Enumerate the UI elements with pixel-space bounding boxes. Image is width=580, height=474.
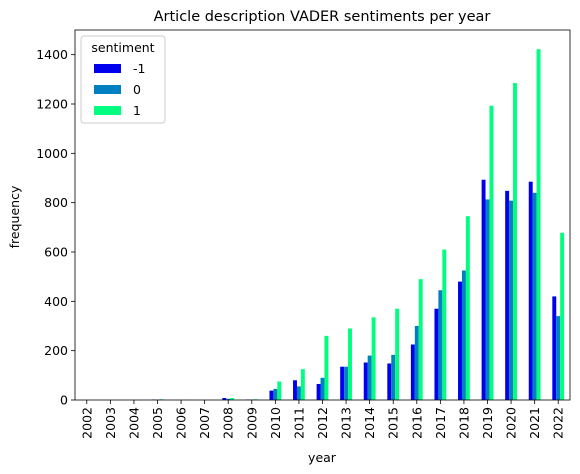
bar-2019-series-0 [481, 179, 486, 400]
x-tick-label-2009: 2009 [244, 407, 259, 439]
legend-label-1: 0 [133, 82, 141, 97]
bar-2013-series-2 [348, 328, 352, 400]
bar-2017-series-0 [434, 308, 439, 400]
bar-2022-series-1 [556, 316, 561, 400]
bar-2013-series-1 [344, 366, 349, 400]
bar-2010-series-2 [277, 381, 282, 400]
legend-title: sentiment [91, 40, 154, 55]
y-tick-label-200: 200 [44, 343, 68, 358]
bar-2021-series-0 [528, 181, 533, 400]
x-tick-label-2018: 2018 [456, 407, 471, 439]
bar-2015-series-0 [387, 363, 392, 400]
bar-2011-series-0 [293, 380, 297, 400]
x-tick-label-2016: 2016 [409, 407, 424, 439]
bar-2012-series-2 [324, 335, 329, 400]
axes-layer: 0 200 400 600 800 1000 1200 1400 2002 2003 2004 200… [36, 29, 571, 439]
x-tick-label-2020: 2020 [504, 407, 519, 439]
legend-label-0: -1 [133, 61, 145, 76]
bar-2022-series-0 [552, 296, 557, 400]
bar-2011-series-1 [296, 386, 301, 400]
x-tick-label-2022: 2022 [551, 407, 566, 439]
y-tick-label-400: 400 [44, 294, 68, 309]
bar-2017-series-2 [442, 249, 447, 400]
legend-label-2: 1 [133, 103, 141, 118]
bar-2012-series-1 [320, 377, 325, 400]
bar-2022-series-2 [560, 232, 565, 400]
y-tick-label-800: 800 [44, 195, 68, 210]
legend-swatch-1 [94, 85, 121, 94]
x-tick-label-2007: 2007 [197, 407, 212, 439]
chart-title: Article description VADER sentiments per… [154, 9, 491, 25]
bar-2020-series-1 [509, 200, 514, 400]
bar-2016-series-2 [418, 279, 423, 400]
x-tick-label-2004: 2004 [126, 407, 141, 439]
x-tick-label-2011: 2011 [291, 407, 306, 439]
bar-2015-series-1 [391, 354, 396, 400]
bar-2008-series-1 [226, 398, 231, 400]
x-tick-label-2021: 2021 [527, 407, 542, 439]
x-tick-label-2014: 2014 [362, 407, 377, 439]
bar-2014-series-1 [367, 355, 372, 400]
bar-2008-series-2 [230, 398, 235, 400]
bar-2013-series-0 [340, 366, 345, 400]
x-tick-label-2010: 2010 [268, 407, 283, 439]
x-tick-label-2005: 2005 [150, 407, 165, 439]
bar-2017-series-1 [438, 290, 443, 400]
bar-2021-series-1 [532, 192, 537, 400]
x-tick-label-2008: 2008 [221, 407, 236, 439]
legend: sentiment -1 0 1 [80, 35, 166, 124]
x-tick-label-2003: 2003 [103, 407, 118, 439]
bar-2010-series-0 [269, 390, 274, 400]
y-tick-label-600: 600 [44, 245, 68, 260]
bar-2020-series-2 [513, 83, 517, 400]
x-tick-label-2017: 2017 [433, 407, 448, 439]
bar-2010-series-1 [273, 388, 278, 400]
x-tick-label-2006: 2006 [174, 407, 189, 439]
bar-2011-series-2 [300, 369, 305, 400]
x-tick-label-2019: 2019 [480, 407, 495, 439]
y-tick-label-0: 0 [60, 393, 68, 408]
bar-2018-series-1 [461, 270, 466, 400]
bar-2008-series-0 [222, 398, 227, 400]
y-tick-label-1000: 1000 [36, 146, 68, 161]
y-tick-label-1200: 1200 [36, 97, 68, 112]
bars-layer [151, 49, 565, 401]
y-axis-title: frequency [7, 185, 22, 248]
bar-2016-series-0 [410, 344, 415, 400]
x-tick-label-2012: 2012 [315, 407, 330, 439]
legend-box [80, 35, 166, 124]
bar-2016-series-1 [414, 326, 419, 400]
y-tick-label-1400: 1400 [36, 47, 68, 62]
x-axis-title: year [308, 450, 337, 465]
x-tick-label-2002: 2002 [79, 407, 94, 439]
bar-2012-series-0 [316, 383, 321, 400]
bar-2019-series-2 [489, 105, 494, 400]
bar-2015-series-2 [395, 308, 400, 400]
bar-2019-series-1 [485, 199, 490, 400]
legend-swatch-2 [94, 106, 121, 115]
x-tick-label-2013: 2013 [339, 407, 354, 439]
bar-2014-series-0 [363, 362, 368, 400]
legend-swatch-0 [94, 64, 121, 73]
bar-2020-series-0 [505, 190, 510, 400]
bar-2021-series-2 [536, 49, 541, 401]
bar-2018-series-0 [458, 281, 462, 400]
x-tick-label-2015: 2015 [386, 407, 401, 439]
bar-2014-series-2 [371, 317, 376, 400]
bar-2018-series-2 [465, 216, 470, 400]
